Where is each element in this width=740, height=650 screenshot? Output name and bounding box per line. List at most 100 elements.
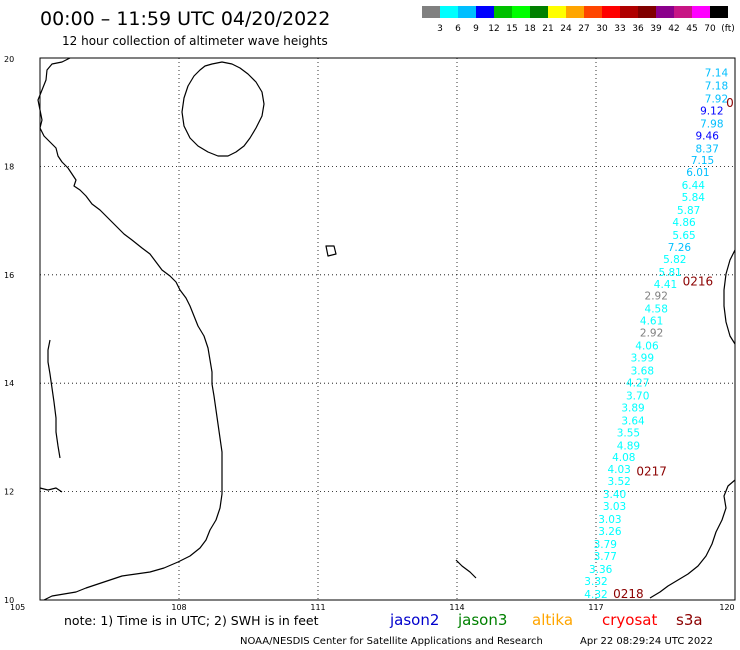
lon-tick-label: 120 xyxy=(719,603,734,612)
colorbar-swatch xyxy=(476,6,494,18)
pass-time-label: 0216 xyxy=(683,275,714,289)
wave-height-label: 3.89 xyxy=(621,402,644,414)
colorbar-label: 15 xyxy=(506,24,517,34)
wave-height-label: 5.65 xyxy=(672,230,695,242)
colorbar-label: 36 xyxy=(632,24,644,34)
colorbar-swatch xyxy=(440,6,458,18)
wave-height-label: 3.64 xyxy=(621,415,645,427)
wave-height-label: 7.14 xyxy=(705,67,729,79)
wave-height-label: 4.27 xyxy=(626,377,649,389)
wave-height-label: 3.26 xyxy=(598,526,622,538)
lon-tick-label: 105 xyxy=(10,603,25,612)
wave-height-label: 7.92 xyxy=(705,93,728,105)
wave-height-label: 5.82 xyxy=(663,254,686,266)
colorbar-swatch xyxy=(674,6,692,18)
colorbar-swatch xyxy=(458,6,476,18)
lon-tick-label: 114 xyxy=(449,603,464,612)
colorbar-swatch xyxy=(566,6,584,18)
footer-credit: NOAA/NESDIS Center for Satellite Applica… xyxy=(240,636,543,647)
colorbar-label: 24 xyxy=(560,24,572,34)
colorbar-swatch xyxy=(512,6,530,18)
lat-tick-label: 18 xyxy=(4,162,14,171)
wave-height-label: 6.44 xyxy=(682,180,706,192)
wave-height-label: 3.32 xyxy=(584,576,607,588)
wave-height-label: 3.99 xyxy=(631,353,654,365)
pass-time-label: 0218 xyxy=(613,587,644,601)
wave-height-label: 8.37 xyxy=(696,143,719,155)
colorbar-label: 45 xyxy=(686,24,697,34)
wave-height-label: 7.26 xyxy=(668,242,692,254)
lat-tick-label: 10 xyxy=(4,596,14,605)
colorbar-swatch xyxy=(548,6,566,18)
mission-legend-entry: s3a xyxy=(676,611,703,629)
philippines-coastline xyxy=(649,479,736,599)
colorbar-swatch xyxy=(638,6,656,18)
colorbar-label: 30 xyxy=(596,24,608,34)
wave-height-label: 5.81 xyxy=(658,267,681,279)
colorbar-swatch xyxy=(656,6,674,18)
gulf-islands xyxy=(47,339,61,459)
mission-legend-entry: jason3 xyxy=(457,611,507,629)
wave-height-label: 3.68 xyxy=(631,366,654,378)
footer-timestamp: Apr 22 08:29:24 UTC 2022 xyxy=(580,636,713,647)
lon-tick-label: 117 xyxy=(588,603,603,612)
lat-tick-label: 16 xyxy=(4,271,14,280)
wave-height-label: 3.52 xyxy=(607,476,630,488)
colorbar-swatch xyxy=(422,6,440,18)
wave-height-label: 2.92 xyxy=(640,328,663,340)
mission-legend-entry: altika xyxy=(532,611,573,629)
colorbar-label: (ft) xyxy=(721,24,735,34)
colorbar-label: 33 xyxy=(614,24,625,34)
lon-tick-label: 111 xyxy=(310,603,325,612)
wave-height-label: 2.92 xyxy=(645,291,668,303)
wave-height-label: 3.03 xyxy=(598,514,621,526)
colorbar-swatch xyxy=(584,6,602,18)
colorbar-swatch xyxy=(530,6,548,18)
wave-height-label: 3.70 xyxy=(626,390,649,402)
colorbar-swatch xyxy=(692,6,710,18)
map-frame xyxy=(39,57,736,601)
palawan-islands xyxy=(455,559,477,579)
colorbar-label: 70 xyxy=(704,24,716,34)
colorbar: 3 6 9 12 15 18 21 24 27 30 33 36 39 42 45 70 (ft) xyxy=(422,6,735,34)
wave-height-label: 3.77 xyxy=(594,551,617,563)
wave-height-label: 4.32 xyxy=(584,589,607,601)
wave-height-label: 5.87 xyxy=(677,205,700,217)
wave-height-label: 4.06 xyxy=(635,341,659,353)
page-title: 00:00 – 11:59 UTC 04/20/2022 xyxy=(40,8,330,30)
colorbar-label: 18 xyxy=(524,24,536,34)
wave-height-label: 4.08 xyxy=(612,452,635,464)
wave-height-label: 3.40 xyxy=(603,489,626,501)
hainan-coastline xyxy=(181,61,265,157)
wave-height-label: 5.84 xyxy=(682,192,706,204)
colorbar-label: 21 xyxy=(542,24,553,34)
colorbar-label: 27 xyxy=(578,24,589,34)
pass-time-label: 0 xyxy=(726,96,734,110)
colorbar-label: 12 xyxy=(488,24,499,34)
mission-legend-entry: jason2 xyxy=(389,611,439,629)
wave-height-observations: 7.147.187.929.127.989.468.377.156.016.44… xyxy=(584,67,728,600)
wave-height-label: 4.03 xyxy=(607,464,630,476)
cambodia-coastline xyxy=(39,487,63,493)
lat-tick-label: 14 xyxy=(4,379,14,388)
wave-height-label: 4.41 xyxy=(654,279,677,291)
paracel-islands xyxy=(325,245,337,257)
wave-height-label: 6.01 xyxy=(686,167,709,179)
colorbar-label: 3 xyxy=(437,24,443,34)
wave-height-label: 7.98 xyxy=(700,118,723,130)
wave-height-label: 4.58 xyxy=(645,304,668,316)
wave-height-label: 4.61 xyxy=(640,316,663,328)
lat-tick-label: 12 xyxy=(4,488,14,497)
wave-height-label: 3.03 xyxy=(603,501,626,513)
latitude-ticks: 10 12 14 16 18 20 xyxy=(4,55,14,605)
wave-height-label: 9.12 xyxy=(700,105,723,117)
page-subtitle: 12 hour collection of altimeter wave hei… xyxy=(62,34,328,48)
colorbar-swatch xyxy=(710,6,728,18)
pass-time-labels: 0 0216 0217 0218 xyxy=(613,96,734,601)
colorbar-swatch xyxy=(620,6,638,18)
lat-tick-label: 20 xyxy=(4,55,14,64)
lon-tick-label: 108 xyxy=(171,603,186,612)
wave-height-label: 7.15 xyxy=(691,155,714,167)
wave-height-label: 9.46 xyxy=(696,130,720,142)
